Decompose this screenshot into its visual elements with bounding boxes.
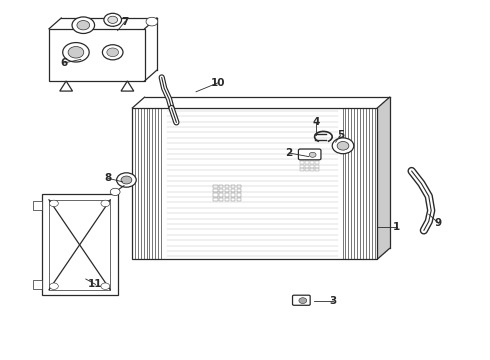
Bar	[213, 189, 218, 192]
Text: 1: 1	[393, 222, 400, 232]
Bar	[225, 193, 229, 197]
Circle shape	[63, 42, 89, 62]
Circle shape	[121, 176, 132, 184]
Bar	[305, 168, 309, 171]
Bar	[237, 189, 241, 192]
Bar	[237, 185, 241, 188]
Bar	[225, 189, 229, 192]
Text: 2: 2	[286, 148, 293, 158]
Bar	[33, 280, 42, 289]
Bar	[310, 161, 314, 164]
FancyBboxPatch shape	[298, 149, 321, 160]
Bar	[315, 168, 318, 171]
Circle shape	[146, 17, 158, 26]
Bar	[225, 185, 229, 188]
Bar	[300, 168, 304, 171]
Bar	[315, 165, 318, 168]
Bar	[42, 194, 118, 295]
Polygon shape	[60, 81, 73, 91]
Text: 10: 10	[211, 78, 225, 88]
Circle shape	[102, 45, 123, 60]
Text: 7: 7	[121, 17, 129, 27]
Circle shape	[108, 16, 118, 23]
Bar	[49, 29, 145, 81]
Circle shape	[72, 17, 95, 33]
Text: 11: 11	[88, 279, 103, 289]
Bar	[132, 108, 377, 259]
Polygon shape	[121, 81, 134, 91]
Text: 3: 3	[330, 296, 337, 306]
Bar	[237, 198, 241, 201]
Bar	[213, 193, 218, 197]
Bar	[300, 165, 304, 168]
Bar	[213, 198, 218, 201]
Circle shape	[68, 46, 84, 58]
Circle shape	[332, 138, 354, 154]
Circle shape	[309, 152, 316, 157]
Circle shape	[104, 13, 122, 26]
Circle shape	[299, 298, 307, 303]
Circle shape	[117, 173, 136, 187]
Bar	[219, 193, 223, 197]
Circle shape	[101, 283, 110, 289]
Text: 8: 8	[104, 173, 111, 183]
Bar	[310, 168, 314, 171]
Bar	[305, 165, 309, 168]
Bar	[225, 198, 229, 201]
Bar	[231, 193, 235, 197]
Bar	[49, 200, 110, 290]
Bar	[231, 189, 235, 192]
Bar	[213, 185, 218, 188]
Circle shape	[107, 48, 119, 57]
Text: 9: 9	[435, 218, 442, 228]
Circle shape	[49, 200, 58, 207]
Bar	[305, 161, 309, 164]
Text: 6: 6	[60, 58, 67, 68]
Bar	[310, 165, 314, 168]
Bar	[33, 201, 42, 210]
Circle shape	[337, 141, 349, 150]
FancyBboxPatch shape	[293, 295, 310, 305]
Circle shape	[101, 200, 110, 207]
Bar	[315, 161, 318, 164]
Circle shape	[77, 21, 90, 30]
Bar	[231, 185, 235, 188]
Circle shape	[110, 188, 120, 195]
Bar	[231, 198, 235, 201]
Bar	[219, 189, 223, 192]
Bar	[237, 193, 241, 197]
Bar	[300, 161, 304, 164]
Text: 5: 5	[337, 130, 344, 140]
Circle shape	[49, 283, 58, 289]
Text: 4: 4	[312, 117, 320, 127]
Bar	[219, 198, 223, 201]
Bar	[219, 185, 223, 188]
